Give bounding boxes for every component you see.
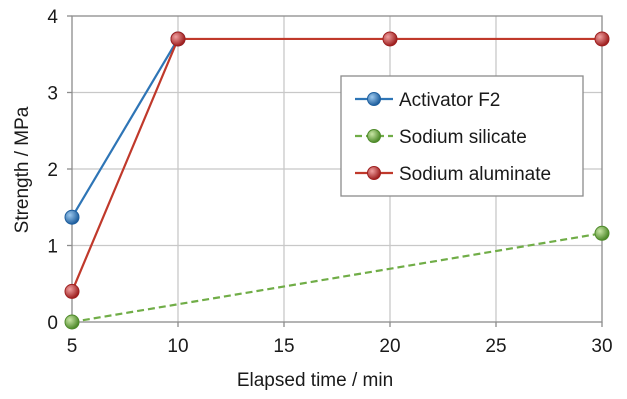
y-axis-label: Strength / MPa [12,106,33,233]
legend-marker-sodium-aluminate [367,166,381,180]
series-line-activator-f2 [71,38,179,218]
legend-marker-sodium-silicate [367,129,381,143]
y-tick-label: 1 [47,237,58,258]
y-tick-label: 2 [47,160,58,181]
axes: 5 10 15 20 25 30 0 1 2 3 4 [47,7,612,357]
x-tick-label: 5 [67,336,78,357]
x-tick-label: 10 [167,336,188,357]
legend-marker-activator-f2 [367,92,381,106]
x-tick-label: 30 [591,336,612,357]
data-point-sodium-aluminate [382,31,398,47]
legend: Activator F2 Sodium silicate Sodium alumin… [340,75,584,197]
data-point-activator-f2 [64,209,80,225]
y-tick-label: 3 [47,84,58,105]
legend-label-sodium-silicate: Sodium silicate [399,127,527,148]
series [64,31,610,330]
legend-label-sodium-aluminate: Sodium aluminate [399,164,551,185]
series-line-sodium-silicate [71,232,603,324]
x-tick-label: 15 [273,336,294,357]
x-tick-label: 25 [485,336,506,357]
x-tick-label: 20 [379,336,400,357]
grid [72,16,602,322]
y-tick-label: 0 [47,313,58,334]
x-axis-label: Elapsed time / min [237,370,393,391]
data-point-sodium-silicate [594,225,610,241]
data-point-sodium-silicate [64,314,80,330]
data-point-sodium-aluminate [170,31,186,47]
series-line-sodium-aluminate [70,37,602,292]
data-point-sodium-aluminate [64,283,80,299]
legend-label-activator-f2: Activator F2 [399,90,500,111]
y-tick-label: 4 [47,7,58,28]
data-point-sodium-aluminate [594,31,610,47]
